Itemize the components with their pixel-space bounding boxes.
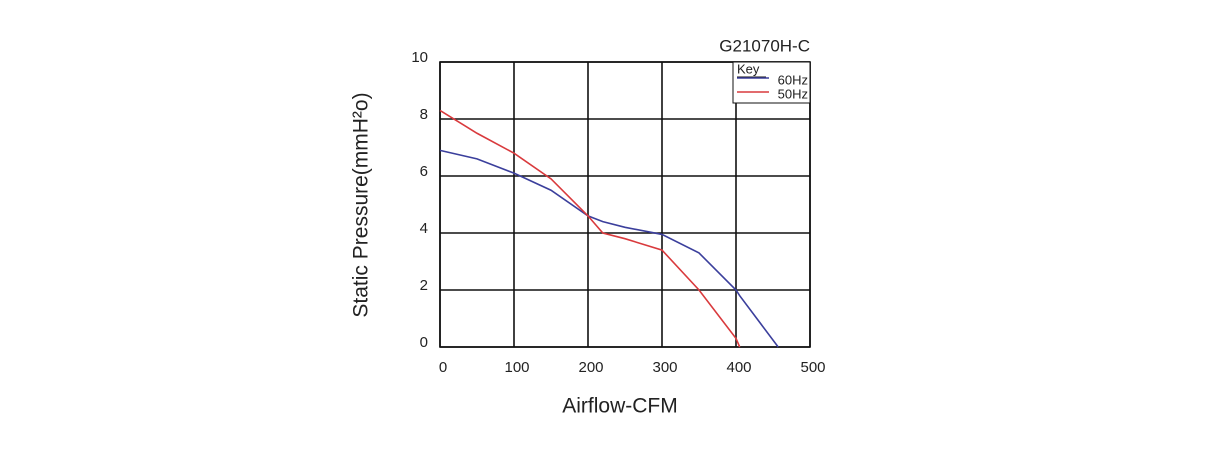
- legend-title: Key: [737, 61, 760, 76]
- legend-label: 50Hz: [778, 86, 808, 101]
- x-tick-label: 0: [439, 359, 447, 376]
- y-axis-title: Static Pressure(mmH²o): [350, 92, 373, 317]
- x-tick-label: 300: [652, 359, 677, 376]
- y-tick-label: 6: [420, 163, 428, 180]
- y-tick-label: 10: [411, 49, 428, 66]
- x-axis-title: Airflow-CFM: [562, 395, 678, 418]
- legend-box: [732, 61, 811, 104]
- chart-title: G21070H-C: [719, 36, 810, 55]
- y-tick-label: 8: [420, 106, 428, 123]
- y-tick-label: 2: [420, 277, 428, 294]
- x-tick-label: 100: [504, 359, 529, 376]
- plot-frame: [439, 61, 811, 348]
- series-line: [439, 109, 741, 348]
- y-tick-label: 4: [420, 220, 428, 237]
- legend-label: 60Hz: [778, 72, 808, 87]
- y-tick-label: 0: [420, 334, 428, 351]
- x-tick-label: 500: [800, 359, 825, 376]
- series-line: [439, 149, 779, 348]
- x-tick-label: 400: [726, 359, 751, 376]
- x-tick-label: 200: [578, 359, 603, 376]
